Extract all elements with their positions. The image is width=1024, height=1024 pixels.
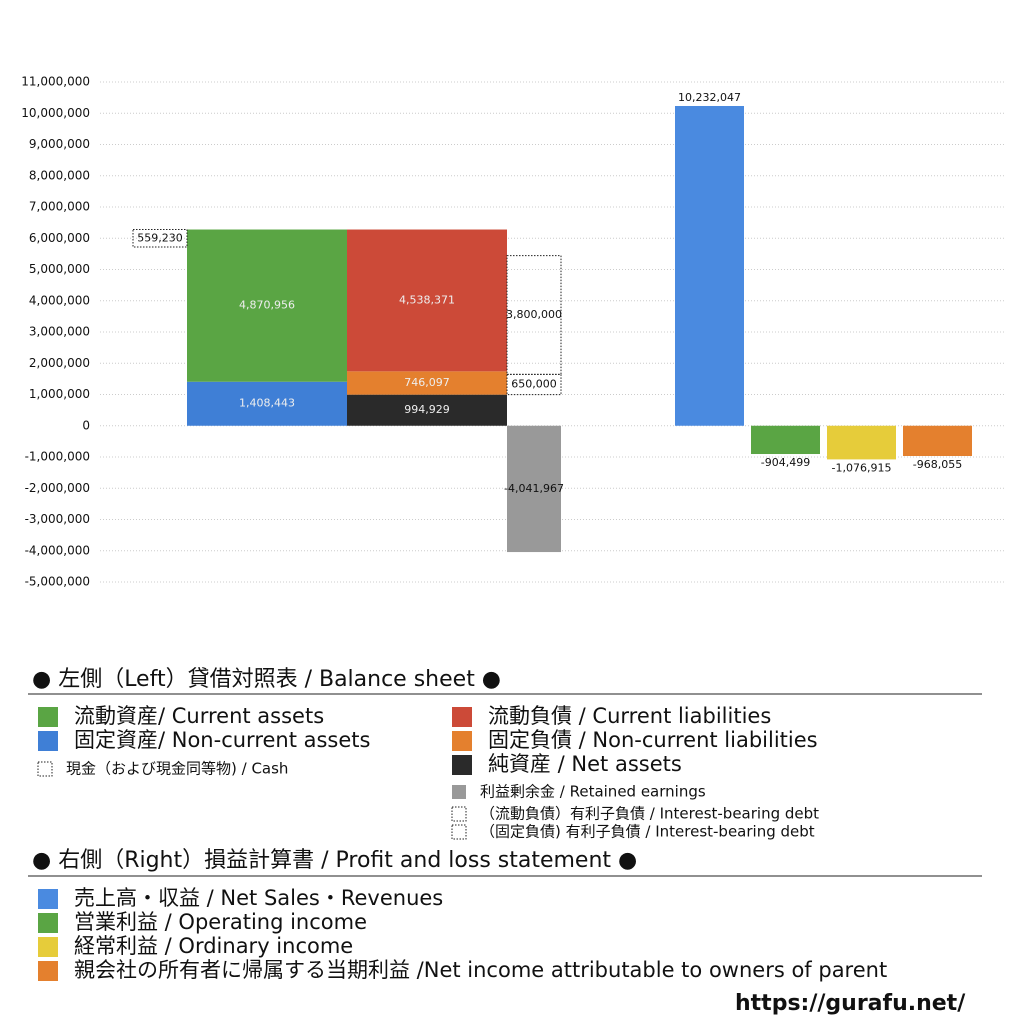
y-tick-label: 6,000,000: [29, 231, 90, 245]
data-label: 3,800,000: [506, 308, 562, 321]
bar: [187, 381, 347, 426]
data-label: 10,232,047: [678, 91, 741, 104]
y-tick-label: -2,000,000: [25, 481, 90, 495]
legend-label: 流動資産/ Current assets: [74, 704, 324, 728]
legend-label: 流動負債 / Current liabilities: [488, 704, 771, 728]
legend-marker: [452, 707, 472, 727]
data-label: -4,041,967: [504, 482, 564, 495]
legend-label: 売上高・収益 / Net Sales・Revenues: [74, 886, 443, 910]
data-label: -968,055: [913, 458, 962, 471]
legend-marker: [38, 889, 58, 909]
data-label: 4,870,956: [239, 299, 295, 312]
y-tick-label: 11,000,000: [21, 75, 90, 89]
legend-marker: [452, 731, 472, 751]
bar: [751, 425, 820, 455]
data-label: 559,230: [137, 231, 183, 244]
legend-label: 純資産 / Net assets: [488, 752, 682, 776]
y-tick-label: 8,000,000: [29, 168, 90, 182]
legend-marker: [452, 785, 466, 799]
bar: [507, 425, 561, 553]
bar: [675, 105, 744, 426]
legend-label: 経常利益 / Ordinary income: [74, 934, 353, 958]
legend-marker: [38, 961, 58, 981]
legend-marker: [451, 824, 467, 840]
y-tick-label: 1,000,000: [29, 387, 90, 401]
legend-label: 親会社の所有者に帰属する当期利益 /Net income attributabl…: [74, 958, 887, 982]
y-tick-label: -3,000,000: [25, 512, 90, 526]
bar: [347, 371, 507, 395]
y-tick-label: 3,000,000: [29, 325, 90, 339]
legend-label: 現金（および現金同等物) / Cash: [66, 760, 288, 778]
legend-section-title: ● 左側（Left）貸借対照表 / Balance sheet ●: [32, 667, 501, 692]
legend-label: 固定資産/ Non-current assets: [74, 728, 370, 752]
y-tick-label: 7,000,000: [29, 200, 90, 214]
y-tick-label: 9,000,000: [29, 137, 90, 151]
data-label: 650,000: [511, 378, 557, 391]
bar: [827, 425, 896, 460]
data-label: 1,408,443: [239, 397, 295, 410]
data-label: 746,097: [404, 376, 450, 389]
legend-label: 営業利益 / Operating income: [74, 910, 367, 934]
data-label: 4,538,371: [399, 293, 455, 306]
legend-marker: [38, 913, 58, 933]
dotted-box: [506, 373, 562, 396]
bar: [347, 394, 507, 426]
legend-section-title: ● 右側（Right）損益計算書 / Profit and loss state…: [32, 848, 637, 873]
legend-marker: [38, 707, 58, 727]
dotted-box: [506, 255, 562, 375]
y-tick-label: 10,000,000: [21, 106, 90, 120]
legend-label: （流動負債）有利子負債 / Interest-bearing debt: [480, 805, 819, 823]
source: https://gurafu.net/: [735, 991, 966, 1016]
legend-marker: [37, 761, 53, 777]
legend-label: （固定負債) 有利子負債 / Interest-bearing debt: [480, 823, 815, 841]
y-tick-label: -1,000,000: [25, 450, 90, 464]
y-tick-label: 5,000,000: [29, 262, 90, 276]
bar: [347, 229, 507, 372]
data-label: 994,929: [404, 403, 450, 416]
y-tick-label: 2,000,000: [29, 356, 90, 370]
y-tick-label: 0: [82, 418, 90, 432]
data-label: -904,499: [761, 456, 810, 469]
legend-marker: [38, 731, 58, 751]
y-tick-label: 4,000,000: [29, 293, 90, 307]
legend-marker: [452, 755, 472, 775]
bar: [187, 229, 347, 382]
legend-label: 利益剰余金 / Retained earnings: [480, 783, 706, 801]
y-tick-label: -5,000,000: [25, 575, 90, 589]
legend-marker: [38, 937, 58, 957]
bar: [903, 425, 972, 457]
legend-marker: [451, 806, 467, 822]
legend-label: 固定負債 / Non-current liabilities: [488, 728, 818, 752]
y-tick-label: -4,000,000: [25, 543, 90, 557]
dotted-box: [132, 229, 188, 248]
data-label: -1,076,915: [832, 461, 892, 474]
